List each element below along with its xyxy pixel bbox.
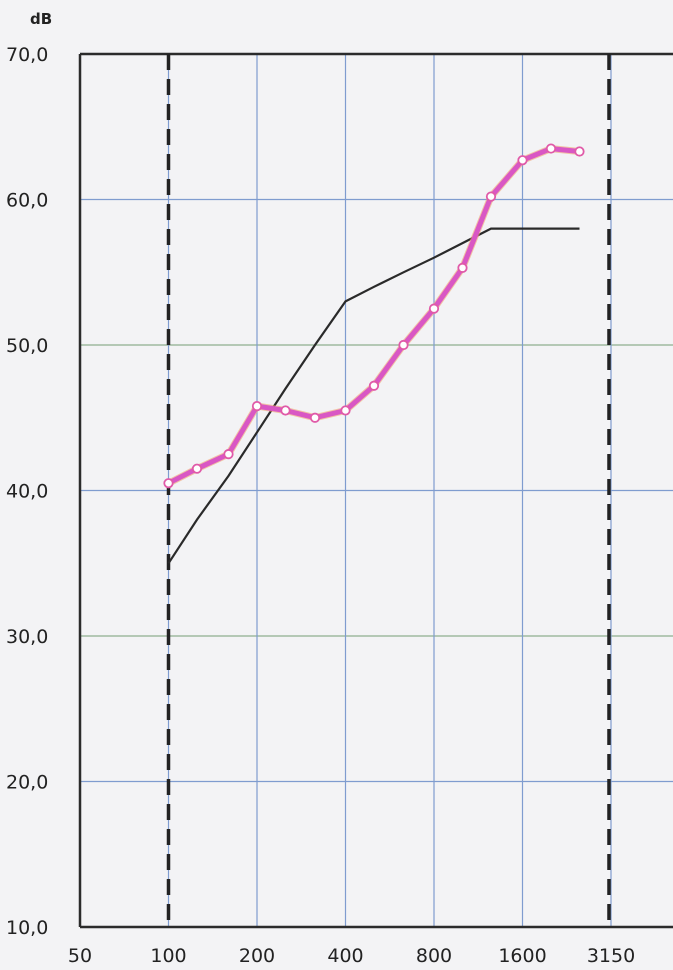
y-tick-label: 30,0 [6,626,48,648]
x-tick-label: 1600 [498,945,546,967]
data-point [340,405,351,416]
data-point [280,405,291,416]
series-line [167,227,580,564]
x-tick-labels: 50 100 200 400 800 1600 3150 [68,945,635,967]
series-line [166,146,582,486]
data-point [163,478,174,489]
data-point [574,146,585,157]
x-tick-label: 3150 [587,945,635,967]
data-point [368,380,380,391]
data-point [517,155,528,166]
data-point [223,449,234,460]
y-tick-label: 70,0 [6,44,48,66]
data-point [545,143,557,154]
series-line-halo [166,145,580,487]
y-tick-label: 60,0 [6,190,48,212]
data-point [191,463,203,474]
data-point [428,303,440,314]
x-tick-label: 100 [150,945,186,967]
data-point [398,339,409,351]
plot-frame [78,52,673,929]
y-axis-unit-label: dB [30,10,52,28]
series-layer [163,143,585,564]
data-point [457,262,468,273]
x-tick-label: 800 [416,945,452,967]
x-tick-label: 400 [327,945,363,967]
data-point [309,412,321,423]
y-tick-label: 50,0 [6,335,48,357]
y-tick-label: 20,0 [6,772,48,794]
y-tick-labels: 70,0 60,0 50,0 40,0 30,0 20,0 10,0 [6,44,48,939]
data-point [485,191,497,202]
y-tick-label: 10,0 [6,917,48,939]
reference-lines [166,54,611,927]
y-tick-label: 40,0 [6,481,48,503]
data-point [251,401,263,412]
x-tick-label: 200 [239,945,275,967]
x-tick-label: 50 [68,945,92,967]
